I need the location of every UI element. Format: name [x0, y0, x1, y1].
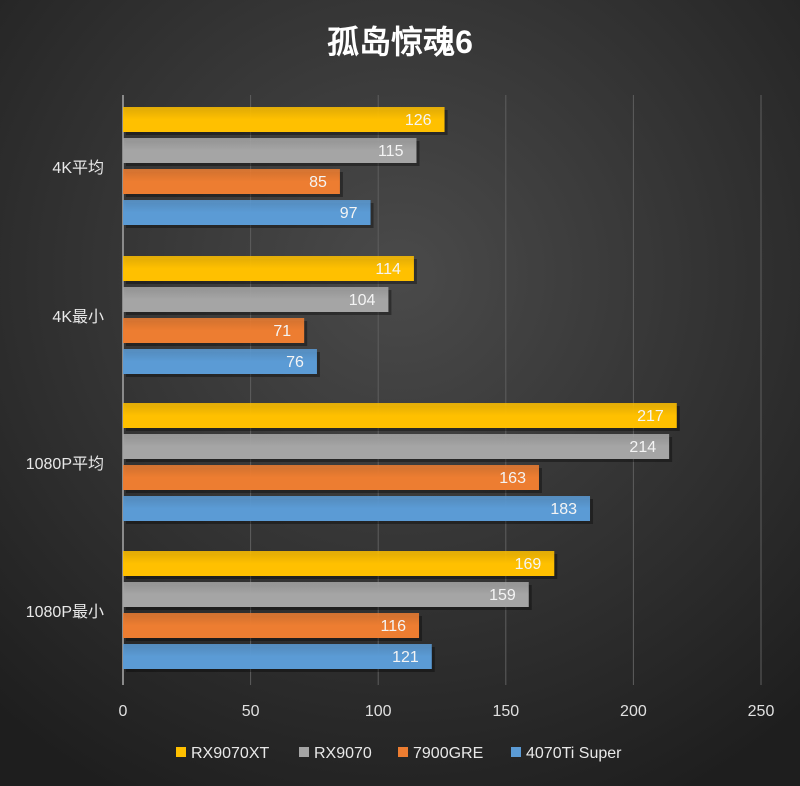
category-label: 4K平均 — [52, 159, 104, 177]
x-tick-labels: 0 50 100 150 200 250 — [119, 703, 775, 720]
data-label: 104 — [349, 292, 376, 309]
bar — [123, 256, 414, 281]
legend: RX9070XT RX9070 7900GRE 4070Ti Super — [176, 745, 622, 762]
data-label: 217 — [637, 408, 664, 425]
legend-swatch — [511, 747, 521, 757]
x-tick-label: 100 — [365, 703, 392, 720]
bar — [123, 169, 340, 194]
data-label: 169 — [515, 556, 542, 573]
data-label: 116 — [381, 618, 407, 635]
data-label: 115 — [378, 143, 404, 160]
bar — [123, 644, 432, 669]
legend-label: 7900GRE — [413, 745, 483, 762]
data-label: 71 — [273, 323, 291, 340]
bar — [123, 138, 417, 163]
bar — [123, 349, 317, 374]
legend-label: 4070Ti Super — [526, 745, 622, 762]
bar — [123, 403, 677, 428]
legend-label: RX9070XT — [191, 745, 269, 762]
data-label: 121 — [392, 649, 419, 666]
bar — [123, 434, 670, 459]
data-label: 97 — [340, 205, 358, 222]
legend-swatch — [299, 747, 309, 757]
data-label: 126 — [405, 112, 432, 129]
category-label: 1080P最小 — [26, 603, 104, 621]
chart-title: 孤岛惊魂6 — [327, 24, 473, 60]
data-label: 163 — [499, 470, 526, 487]
legend-label: RX9070 — [314, 745, 372, 762]
bar — [123, 287, 389, 312]
bar — [123, 496, 591, 521]
bar — [123, 582, 529, 607]
category-labels: 4K平均 4K最小 1080P平均 1080P最小 — [26, 159, 104, 621]
bar — [123, 465, 539, 490]
x-tick-label: 150 — [492, 703, 519, 720]
bar — [123, 551, 555, 576]
bar — [123, 107, 445, 132]
data-label: 85 — [309, 174, 327, 191]
x-tick-label: 200 — [620, 703, 647, 720]
category-label: 1080P平均 — [26, 455, 104, 473]
x-tick-label: 50 — [242, 703, 260, 720]
bar — [123, 318, 305, 343]
data-label: 214 — [629, 439, 656, 456]
data-label: 183 — [550, 501, 577, 518]
legend-swatch — [176, 747, 186, 757]
data-label: 114 — [375, 261, 401, 278]
x-tick-label: 0 — [119, 703, 128, 720]
bar — [123, 200, 371, 225]
category-label: 4K最小 — [52, 308, 104, 326]
x-tick-label: 250 — [748, 703, 775, 720]
legend-swatch — [398, 747, 408, 757]
bar — [123, 613, 420, 638]
data-label: 159 — [489, 587, 516, 604]
data-label: 76 — [286, 354, 304, 371]
